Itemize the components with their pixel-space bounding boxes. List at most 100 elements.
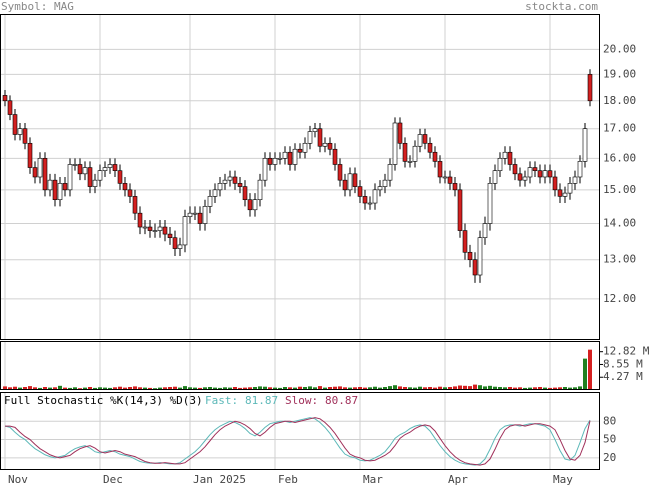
panel — [0, 14, 600, 340]
candle-body — [202, 206, 208, 224]
candle-body — [347, 173, 353, 191]
y-tick-label: 15.00 — [603, 183, 636, 196]
candle-body — [72, 164, 78, 166]
volume-bar — [373, 386, 377, 389]
candle-body — [97, 170, 103, 181]
candle-body — [557, 189, 563, 197]
legend-value: 81.87 — [245, 394, 278, 407]
volume-bar — [218, 387, 222, 389]
candle-body — [257, 179, 263, 201]
volume-bar — [28, 386, 32, 389]
volume-bar — [273, 387, 277, 389]
volume-bar — [538, 387, 542, 389]
volume-bar — [18, 387, 22, 389]
candle-body — [372, 189, 378, 204]
y-tick-label: 8.55 M — [603, 357, 643, 370]
candle-body — [52, 179, 58, 201]
volume-bar — [298, 386, 302, 389]
candle-body — [367, 202, 373, 205]
source: stockta.com — [525, 0, 598, 13]
volume-bar — [98, 387, 102, 389]
candle-body — [77, 164, 83, 175]
volume-bar — [63, 387, 67, 389]
volume-bar — [568, 387, 572, 389]
candle-body — [27, 142, 33, 168]
candle-body — [432, 151, 438, 162]
legend-name: Slow: — [285, 394, 318, 407]
volume-bar — [213, 387, 217, 389]
candle-body — [102, 167, 108, 171]
volume-bar — [228, 387, 232, 389]
volume-bar — [113, 387, 117, 389]
volume-bar — [563, 387, 567, 389]
volume-bar — [558, 387, 562, 389]
volume-bar — [268, 387, 272, 389]
volume-bar — [203, 387, 207, 389]
volume-bar — [423, 387, 427, 389]
volume-bar — [528, 387, 532, 389]
candle-body — [552, 176, 558, 191]
candle-body — [442, 176, 448, 179]
y-tick-label: 12.00 — [603, 292, 636, 305]
candle-body — [7, 100, 13, 115]
volume-bar — [438, 386, 442, 389]
candle-body — [142, 226, 148, 229]
volume-bar — [388, 386, 392, 389]
candle-body — [342, 179, 348, 191]
candle-body — [357, 186, 363, 197]
volume-bar — [58, 385, 62, 389]
volume-bar — [433, 387, 437, 389]
volume-bar — [378, 387, 382, 389]
candle-body — [572, 176, 578, 184]
candle-body — [337, 164, 343, 181]
candle-body — [217, 183, 223, 191]
volume-bar — [543, 387, 547, 389]
volume-bar — [193, 387, 197, 389]
candle-body — [407, 161, 413, 163]
candle-body — [172, 237, 178, 249]
y-tick-label: 50 — [603, 433, 616, 446]
candle-body — [532, 167, 538, 171]
candle-body — [482, 223, 488, 238]
candle-body — [17, 128, 23, 135]
candle-body — [457, 189, 463, 231]
volume-bar — [183, 386, 187, 389]
candle-body — [57, 183, 63, 201]
volume-bar — [483, 386, 487, 389]
volume-bar — [493, 386, 497, 389]
volume-bar — [118, 386, 122, 389]
volume-bar — [138, 387, 142, 389]
candle-body — [377, 186, 383, 191]
candle-body — [277, 158, 283, 160]
x-tick-label: Feb — [278, 473, 298, 486]
candle-body — [212, 189, 218, 197]
volume-bar — [348, 387, 352, 389]
volume-bar — [253, 387, 257, 389]
candle-body — [422, 134, 428, 144]
volume-bar — [313, 387, 317, 389]
candle-body — [112, 164, 118, 171]
candle-body — [267, 158, 273, 165]
volume-bar — [353, 387, 357, 389]
volume-bar — [78, 388, 82, 389]
volume-bar — [383, 387, 387, 389]
candle-body — [107, 164, 113, 168]
candle-body — [392, 122, 398, 165]
candle-body — [42, 158, 48, 191]
legend-value: 80.87 — [325, 394, 358, 407]
candle-body — [47, 179, 53, 191]
candle-body — [287, 151, 293, 165]
candle-body — [467, 251, 473, 261]
volume-bar — [408, 387, 412, 389]
volume-bar — [178, 387, 182, 389]
candle-body — [307, 131, 313, 144]
candle-body — [412, 145, 418, 162]
volume-bar — [548, 387, 552, 389]
x-tick-label: Dec — [103, 473, 123, 486]
candle-body — [272, 158, 278, 165]
candle-body — [322, 142, 328, 147]
candle-body — [147, 226, 153, 231]
volume-bar — [428, 387, 432, 389]
candle-body — [522, 176, 528, 181]
